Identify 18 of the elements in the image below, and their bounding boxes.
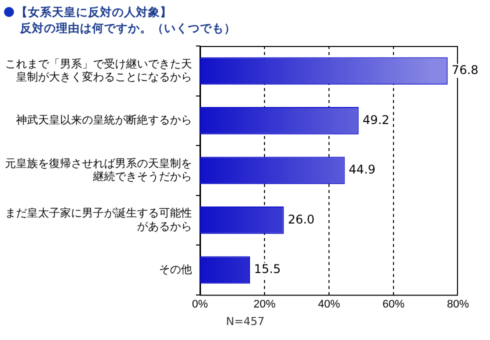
y-tick-label: その他 <box>159 264 192 276</box>
data-label: 44.9 <box>348 162 376 177</box>
x-tick-label: 40% <box>318 298 340 310</box>
x-tick-label: 0% <box>192 298 208 310</box>
data-label: 26.0 <box>288 212 315 226</box>
text: N=457 <box>226 315 264 328</box>
data-label: 15.5 <box>254 262 281 276</box>
y-tick-label: まだ皇太子家に男子が誕生する可能性があるから <box>5 206 192 233</box>
y-tick-label: 神武天皇以来の皇統が断絶するから <box>16 114 192 127</box>
x-tick-label: 60% <box>382 298 405 310</box>
data-label: 76.8 <box>452 63 478 78</box>
y-tick-label: これまで「男系」で受け継いできた天皇制が大きく変わることになるから <box>5 57 192 84</box>
x-tick-label: 20% <box>253 298 276 310</box>
data-label: 49.2 <box>362 112 390 127</box>
x-tick-label: 80% <box>446 298 470 310</box>
text: 【女系天皇に反対の人対象】 <box>16 5 172 19</box>
y-tick-label: 元皇族を復帰させれば男系の天皇制を継続できそうだから <box>5 156 192 184</box>
chart-subtitle: 反対の理由は何ですか。（いくつでも） <box>19 20 236 36</box>
